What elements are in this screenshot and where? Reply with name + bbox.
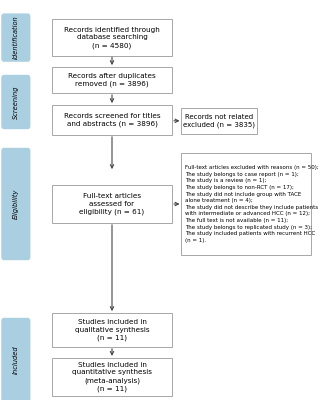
Text: Records not related
excluded (n = 3835): Records not related excluded (n = 3835) [183,114,255,128]
Text: Eligibility: Eligibility [12,189,19,219]
FancyBboxPatch shape [181,108,257,134]
Text: Included: Included [13,346,19,374]
FancyBboxPatch shape [52,313,172,347]
FancyBboxPatch shape [1,148,30,260]
Text: Screening: Screening [13,85,19,119]
FancyBboxPatch shape [52,67,172,93]
FancyBboxPatch shape [1,13,30,62]
FancyBboxPatch shape [1,75,30,129]
Text: Full-text articles excluded with reasons (n = 50);
The study belongs to case rep: Full-text articles excluded with reasons… [185,165,319,243]
Text: Records screened for titles
and abstracts (n = 3896): Records screened for titles and abstract… [64,113,160,127]
Text: Identification: Identification [13,16,19,60]
Text: Studies included in
quantitative synthesis
(meta-analysis)
(n = 11): Studies included in quantitative synthes… [72,362,152,392]
Text: Records after duplicates
removed (n = 3896): Records after duplicates removed (n = 38… [68,73,156,87]
FancyBboxPatch shape [181,153,311,255]
Text: Studies included in
qualitative synthesis
(n = 11): Studies included in qualitative synthesi… [75,319,149,341]
FancyBboxPatch shape [52,185,172,223]
FancyBboxPatch shape [52,105,172,135]
Text: Records identified through
database searching
(n = 4580): Records identified through database sear… [64,26,160,48]
FancyBboxPatch shape [52,19,172,56]
Text: Full-text articles
assessed for
eligibility (n = 61): Full-text articles assessed for eligibil… [79,193,145,215]
FancyBboxPatch shape [52,358,172,396]
FancyBboxPatch shape [1,318,30,400]
